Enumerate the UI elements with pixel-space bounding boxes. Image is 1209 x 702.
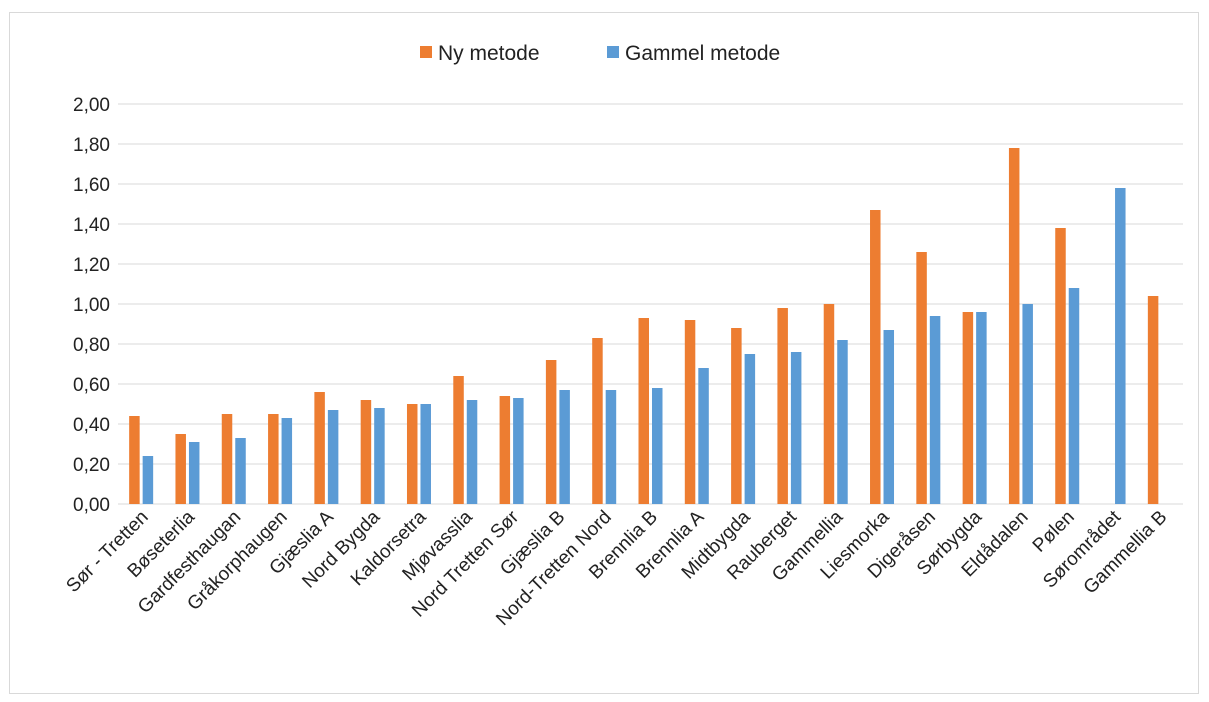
gridlines (118, 103, 1183, 505)
bar-ny-metode (731, 328, 742, 504)
bar-gammel-metode (1022, 304, 1033, 504)
bar-gammel-metode (837, 340, 848, 504)
bar-gammel-metode (188, 442, 200, 504)
bar-gammel-metode (1068, 288, 1080, 504)
bar-ny-metode (1008, 148, 1020, 504)
bar-gammel-metode (235, 438, 246, 504)
bar-ny-metode (406, 404, 418, 504)
bar-gammel-metode (605, 390, 617, 504)
bar-gammel-metode (1115, 188, 1126, 504)
chart-frame: Ny metode Gammel metode 0,00 0,20 0,40 0,60… (9, 12, 1199, 694)
bar-ny-metode (777, 308, 788, 504)
x-axis-labels: Sør - TrettenBøseterliaGardfesthauganGrå… (62, 506, 1171, 630)
bar-ny-metode (684, 320, 696, 504)
y-tick-label: 1,00 (73, 295, 110, 316)
y-tick-label: 1,20 (73, 255, 110, 276)
legend: Ny metode Gammel metode (420, 42, 780, 65)
bar-ny-metode (268, 414, 279, 504)
y-tick-label: 2,00 (73, 95, 110, 116)
legend-swatch-gammel-metode (607, 46, 619, 58)
bar-gammel-metode (559, 390, 570, 504)
bars (129, 148, 1159, 504)
bar-ny-metode (499, 396, 511, 504)
bar-gammel-metode (420, 404, 431, 504)
legend-label-ny-metode: Ny metode (438, 42, 540, 65)
bar-ny-metode (1147, 296, 1159, 504)
bar-ny-metode (638, 318, 649, 504)
bar-ny-metode (175, 434, 186, 504)
y-tick-label: 0,20 (73, 455, 110, 476)
y-tick-label: 0,80 (73, 335, 110, 356)
bar-gammel-metode (883, 330, 895, 504)
bar-chart: Ny metode Gammel metode 0,00 0,20 0,40 0,60… (62, 42, 1183, 630)
bar-gammel-metode (374, 408, 385, 504)
y-axis-ticks: 0,00 0,20 0,40 0,60 0,80 1,00 1,20 1,40 1,60 1,80… (73, 95, 110, 516)
bar-ny-metode (360, 400, 372, 504)
y-tick-label: 0,00 (73, 495, 110, 516)
bar-ny-metode (1055, 228, 1066, 504)
bar-gammel-metode (513, 398, 524, 504)
bar-gammel-metode (698, 368, 709, 504)
bar-gammel-metode (466, 400, 478, 504)
y-tick-label: 1,80 (73, 135, 110, 156)
y-tick-label: 0,60 (73, 375, 110, 396)
bar-ny-metode (453, 376, 464, 504)
bar-gammel-metode (976, 312, 987, 504)
bar-ny-metode (129, 416, 140, 504)
bar-gammel-metode (652, 388, 663, 504)
bar-gammel-metode (327, 410, 339, 504)
y-tick-label: 0,40 (73, 415, 110, 436)
bar-ny-metode (916, 252, 927, 504)
bar-gammel-metode (929, 316, 941, 504)
bar-ny-metode (545, 360, 557, 504)
bar-ny-metode (962, 312, 974, 504)
bar-gammel-metode (281, 418, 293, 504)
y-tick-label: 1,60 (73, 175, 110, 196)
bar-ny-metode (592, 338, 603, 504)
bar-gammel-metode (142, 456, 154, 504)
legend-swatch-ny-metode (420, 46, 432, 58)
bar-gammel-metode (790, 352, 802, 504)
bar-gammel-metode (744, 354, 756, 504)
bar-ny-metode (221, 414, 233, 504)
bar-ny-metode (870, 210, 881, 504)
y-tick-label: 1,40 (73, 215, 110, 236)
bar-ny-metode (314, 392, 325, 504)
legend-label-gammel-metode: Gammel metode (625, 42, 780, 65)
bar-ny-metode (823, 304, 835, 504)
